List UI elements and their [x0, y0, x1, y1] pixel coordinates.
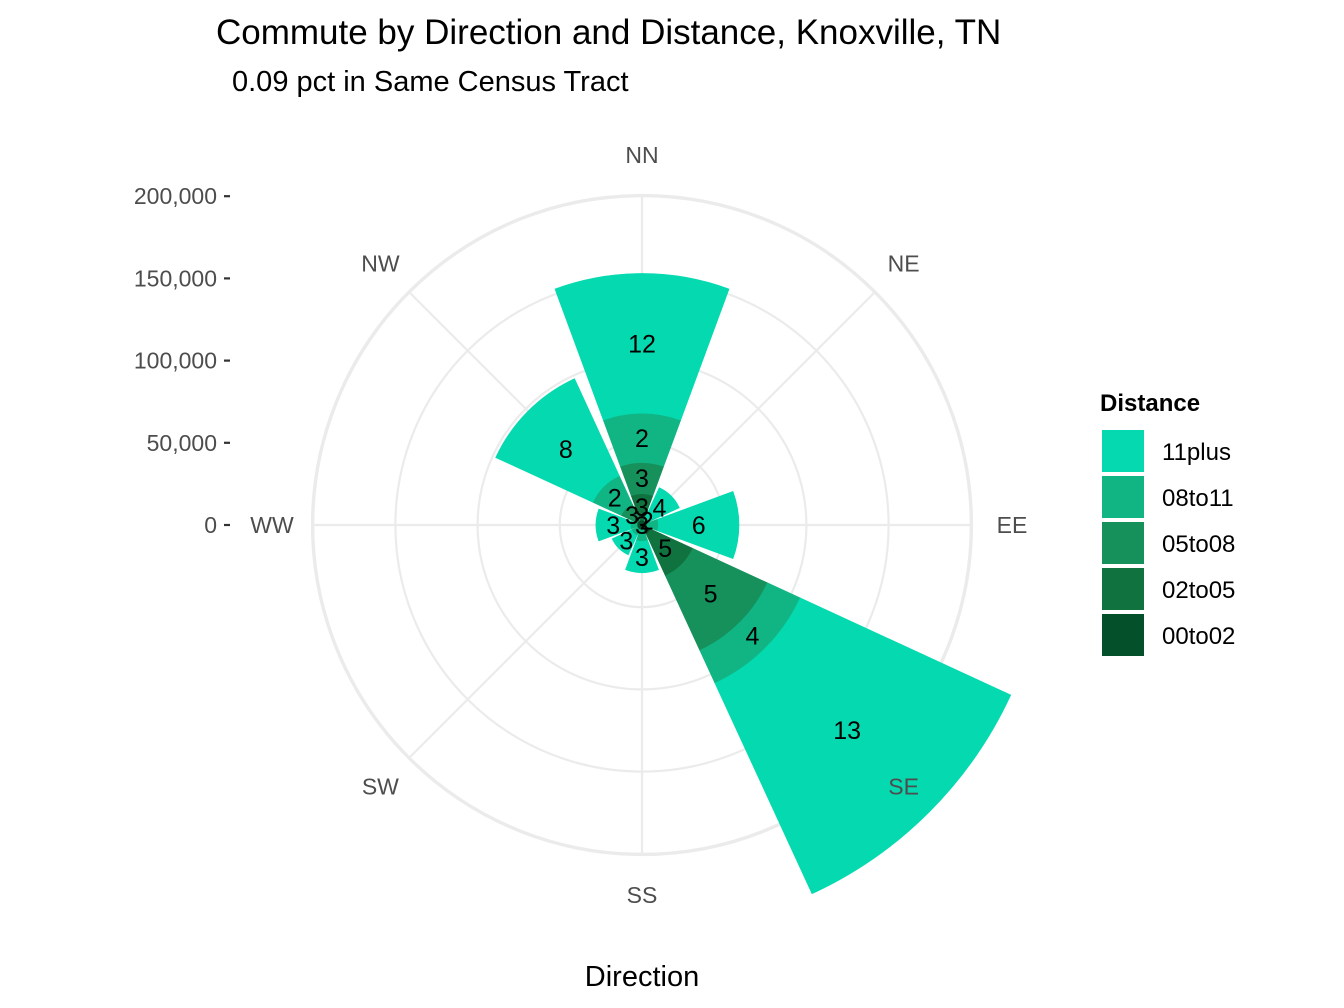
bar-segment-ww-11plus — [595, 508, 632, 542]
legend-swatch-11plus — [1102, 430, 1144, 472]
center-label: 3 — [635, 512, 649, 540]
radial-tick-label: 150,000 — [134, 265, 217, 291]
radial-tick-label: 50,000 — [147, 430, 217, 456]
direction-label-ss: SS — [627, 882, 658, 908]
legend: Distance 11plus 08to11 05to08 02to05 00to02 — [1100, 390, 1235, 656]
direction-label-nn: NN — [625, 142, 658, 168]
legend-label-05to08: 05to08 — [1162, 531, 1235, 558]
segment-label-se-08to11: 4 — [745, 622, 759, 650]
legend-label-00to02: 00to02 — [1162, 623, 1235, 650]
segment-label-ee-11plus: 6 — [692, 512, 706, 540]
direction-label-ne: NE — [888, 250, 920, 276]
direction-label-sw: SW — [362, 774, 399, 800]
legend-swatch-05to08 — [1102, 522, 1144, 564]
x-axis-title: Direction — [585, 961, 699, 993]
segment-label-se-02to05: 5 — [658, 535, 672, 563]
grid-spoke-ne — [641, 290, 877, 526]
legend-title: Distance — [1100, 390, 1200, 417]
direction-label-nw: NW — [361, 250, 400, 276]
radial-axis: 0 50,000 100,000 150,000 200,000 — [134, 183, 230, 538]
bar-segment-nw-11plus — [495, 378, 620, 503]
legend-swatch-08to11 — [1102, 476, 1144, 518]
segment-label-ss-11plus: 3 — [635, 544, 649, 572]
radial-tick-label: 200,000 — [134, 183, 217, 209]
bar-segment-sw-11plus — [611, 529, 638, 556]
segment-label-se-05to08: 5 — [704, 581, 718, 609]
radial-tick-label: 100,000 — [134, 348, 217, 374]
direction-label-ee: EE — [997, 512, 1028, 538]
legend-label-08to11: 08to11 — [1162, 485, 1234, 512]
bar-segment-nn-11plus — [554, 273, 730, 421]
segment-label-nn-02to05: 3 — [635, 494, 649, 522]
segment-label-nw-08to11: 2 — [608, 485, 622, 513]
segment-label-se-11plus: 13 — [833, 717, 861, 745]
bar-segment-ss-11plus — [625, 540, 659, 573]
segment-label-ne-11plus: 4 — [652, 495, 666, 523]
segment-label-nn-05to08: 3 — [635, 465, 649, 493]
grid-spoke-sw — [407, 524, 643, 760]
segment-label-nw-05to08: 3 — [625, 502, 639, 530]
radial-tick-label: 0 — [204, 512, 217, 538]
chart-title: Commute by Direction and Distance, Knoxv… — [216, 13, 1001, 52]
segment-label-sw-11plus: 3 — [619, 528, 633, 556]
bar-segment-se-11plus — [714, 597, 1012, 895]
direction-label-ww: WW — [250, 512, 294, 538]
bars — [495, 273, 1012, 895]
direction-labels: NN NE EE SE SS SW WW NW — [250, 142, 1027, 908]
legend-swatch-02to05 — [1102, 568, 1144, 610]
segment-label-ne-08to11: 2 — [640, 507, 654, 535]
chart-subtitle: 0.09 pct in Same Census Tract — [232, 66, 629, 98]
legend-label-02to05: 02to05 — [1162, 577, 1235, 604]
legend-label-11plus: 11plus — [1162, 439, 1231, 466]
bar-segment-ne-11plus — [645, 487, 680, 522]
segment-label-ww-11plus: 3 — [606, 512, 620, 540]
bar-segment-ee-11plus — [657, 491, 740, 559]
segment-label-nn-11plus: 12 — [628, 330, 656, 358]
segment-label-nw-11plus: 8 — [559, 436, 573, 464]
segment-label-nn-08to11: 2 — [635, 425, 649, 453]
legend-swatch-00to02 — [1102, 614, 1144, 656]
direction-label-se: SE — [888, 774, 919, 800]
